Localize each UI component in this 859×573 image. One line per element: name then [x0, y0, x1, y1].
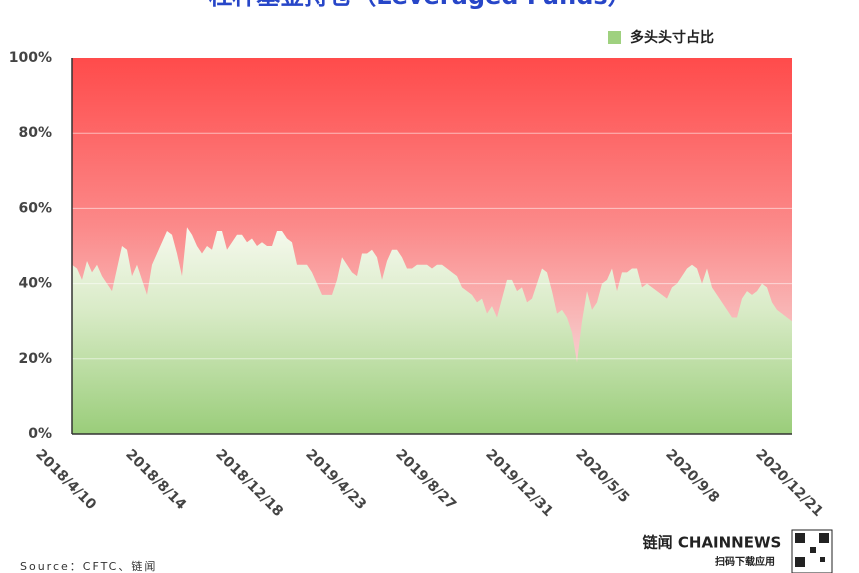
y-tick-label: 0%: [28, 426, 52, 442]
y-tick-label: 60%: [18, 200, 52, 216]
legend-swatch: [608, 31, 621, 44]
x-tick-label: 2018/4/10: [32, 446, 99, 513]
x-tick-label: 2020/5/5: [572, 446, 632, 506]
x-tick-label: 2019/12/31: [482, 446, 556, 520]
y-tick-label: 20%: [18, 351, 52, 367]
logo-subtitle: 扫码下载应用: [715, 555, 775, 568]
x-tick-label: 2020/12/21: [752, 446, 826, 520]
qr-code: [791, 529, 833, 573]
x-tick-label: 2019/8/27: [392, 446, 459, 513]
y-tick-label: 40%: [18, 276, 52, 292]
source: Source：CFTC、链闻: [20, 559, 157, 573]
area: [72, 227, 792, 434]
x-tick-label: 2018/12/18: [212, 446, 286, 520]
y-tick-label: 80%: [18, 125, 52, 141]
chart-title: 杠杆基金持仓（Leveraged Funds）: [208, 0, 631, 10]
y-tick-label: 100%: [9, 50, 52, 66]
x-tick-label: 2019/4/23: [302, 446, 369, 513]
x-tick-label: 2018/8/14: [122, 446, 189, 513]
logo: 链闻 CHAINNEWS: [643, 534, 782, 552]
legend-label: 多头头寸占比: [630, 29, 714, 46]
x-tick-label: 2020/9/8: [662, 446, 722, 506]
